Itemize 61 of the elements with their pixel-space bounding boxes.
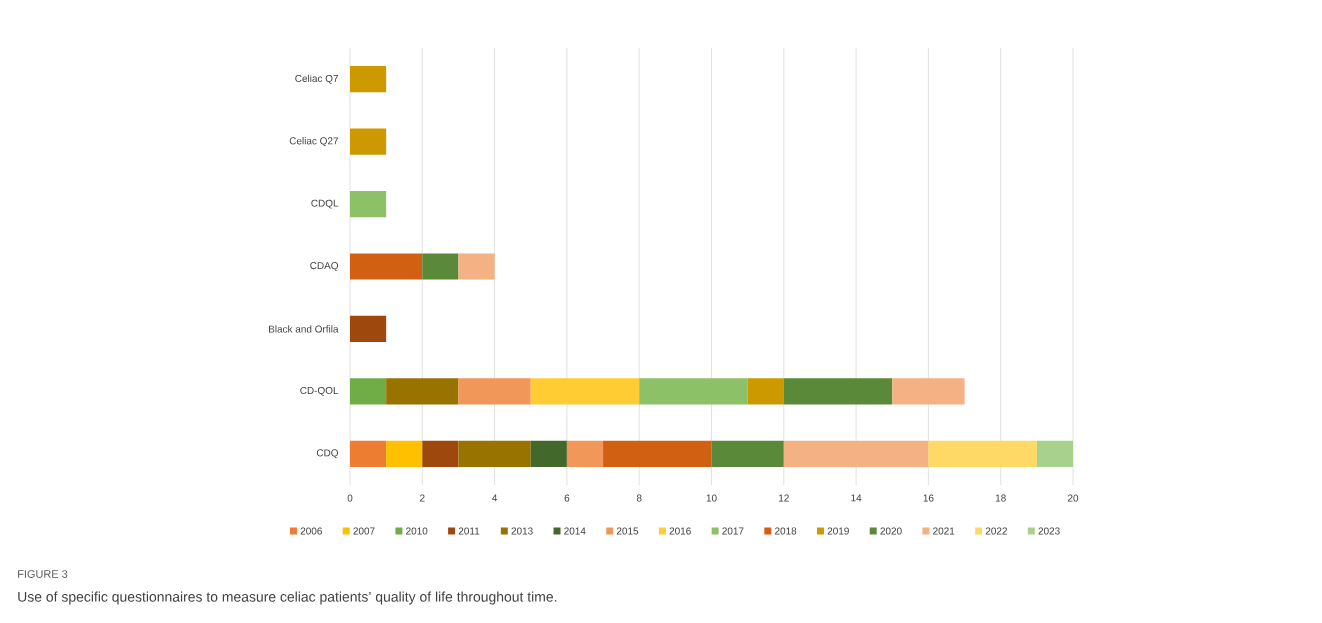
x-tick-label: 20 <box>1067 494 1079 502</box>
x-tick-label: 2 <box>420 494 425 502</box>
bar <box>422 440 459 467</box>
y-tick-label: Celiac Q27 <box>289 137 338 147</box>
bar <box>458 440 531 467</box>
bar <box>530 378 640 405</box>
legend-label: 2017 <box>722 527 744 535</box>
bar <box>422 253 459 280</box>
legend-label: 2011 <box>458 527 480 535</box>
bar <box>566 440 604 467</box>
y-tick-label: CDAQ <box>310 262 339 271</box>
bar <box>350 190 387 218</box>
bar <box>458 378 531 405</box>
bar <box>350 128 387 155</box>
x-tick-label: 16 <box>923 494 934 502</box>
legend-label: 2020 <box>880 527 902 535</box>
legend-label: 2010 <box>406 527 428 535</box>
legend-label: 2006 <box>300 527 322 535</box>
x-tick-label: 12 <box>779 494 789 502</box>
bar <box>747 378 784 405</box>
y-tick-label: Celiac Q7 <box>295 74 338 84</box>
legend-label: 2007 <box>353 527 375 535</box>
legend-label: 2021 <box>933 527 955 535</box>
legend-label: 2018 <box>775 527 797 535</box>
bar <box>928 440 1037 467</box>
x-tick-label: 8 <box>636 494 642 502</box>
legend-label: 2014 <box>564 527 586 535</box>
bar <box>892 378 965 405</box>
legend-label: 2013 <box>511 527 533 535</box>
x-tick-label: 0 <box>347 494 353 502</box>
bar <box>458 253 495 280</box>
bar <box>783 378 893 405</box>
y-tick-label: CDQ <box>316 449 339 459</box>
y-tick-label: CD-QOL <box>300 386 339 396</box>
legend-label: 2016 <box>669 527 691 535</box>
bar <box>603 440 712 467</box>
bar <box>1036 440 1074 467</box>
bar <box>350 253 423 280</box>
legend-label: 2023 <box>1038 527 1060 535</box>
x-tick-label: 18 <box>995 494 1006 502</box>
legend-label: 2015 <box>616 527 639 535</box>
bar <box>530 440 567 467</box>
bar <box>350 66 387 93</box>
text: Use of specific questionnaires to measure celiac patients’ quality of life throughout time. <box>18 591 557 605</box>
x-tick-label: 10 <box>706 494 717 502</box>
x-tick-label: 14 <box>851 494 862 502</box>
legend-label: 2019 <box>827 527 849 535</box>
bar <box>711 440 784 467</box>
bar <box>639 378 748 405</box>
y-tick-label: Black and Orfila <box>269 325 339 333</box>
y-tick-label: CDQL <box>311 199 339 209</box>
x-tick-label: 4 <box>492 494 498 502</box>
bar <box>350 440 387 467</box>
x-tick-label: 6 <box>564 494 570 502</box>
bar <box>783 440 929 467</box>
caption: FIGURE 3 <box>18 570 68 578</box>
bar <box>386 440 423 467</box>
bar <box>386 378 459 405</box>
legend-label: 2022 <box>985 527 1007 535</box>
bar <box>350 315 387 343</box>
bar <box>350 378 387 405</box>
